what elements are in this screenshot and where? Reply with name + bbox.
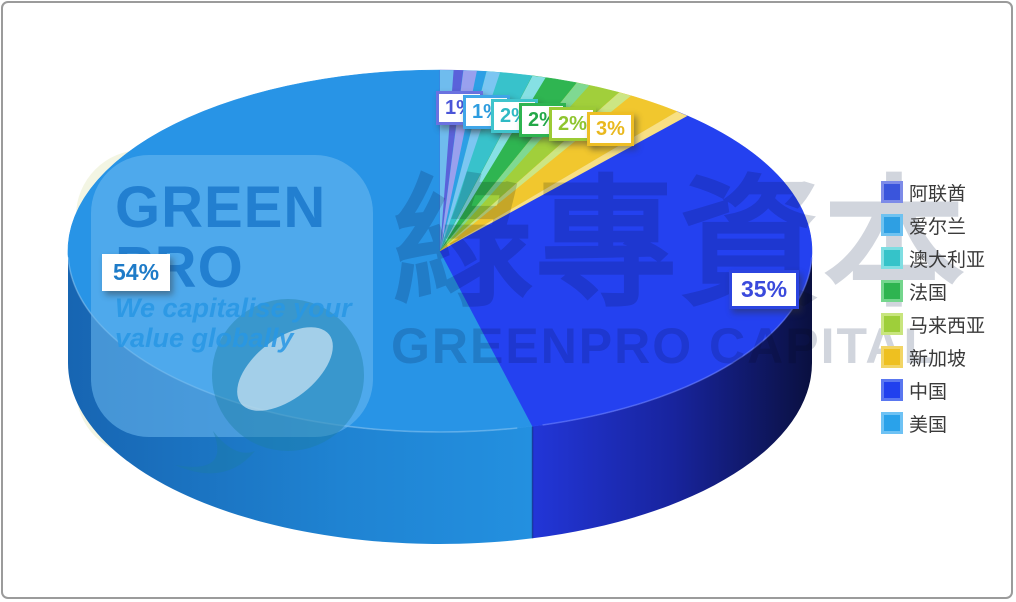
legend-label: 阿联酋 [909, 183, 967, 205]
pie-slice-side [68, 251, 533, 544]
legend-item: 中国 [881, 379, 985, 403]
legend-swatch-icon [881, 214, 903, 236]
legend: 阿联酋爱尔兰澳大利亚法国马来西亚新加坡中国美国 [881, 181, 985, 445]
legend-swatch-icon [881, 313, 903, 335]
legend-swatch-icon [881, 412, 903, 434]
legend-item: 阿联酋 [881, 181, 985, 205]
legend-item: 美国 [881, 412, 985, 436]
pie-rim-highlight [542, 257, 813, 426]
legend-item: 爱尔兰 [881, 214, 985, 238]
legend-item: 马来西亚 [881, 313, 986, 337]
legend-swatch-icon [881, 346, 903, 368]
pie-slice-bevel [440, 111, 688, 251]
legend-swatch-icon [881, 247, 903, 269]
legend-label: 美国 [909, 414, 948, 436]
legend-item: 新加坡 [881, 346, 985, 370]
pie-chart [67, 69, 813, 544]
legend-item: 法国 [881, 280, 985, 304]
legend-label: 马来西亚 [909, 315, 986, 337]
pie-slice-side [532, 251, 812, 539]
legend-item: 澳大利亚 [881, 247, 986, 271]
legend-swatch-icon [881, 379, 903, 401]
legend-swatch-icon [881, 280, 903, 302]
legend-swatch-icon [881, 181, 903, 203]
legend-label: 中国 [909, 381, 948, 403]
legend-label: 法国 [909, 282, 948, 304]
legend-label: 新加坡 [909, 348, 967, 370]
legend-label: 澳大利亚 [909, 249, 986, 271]
legend-label: 爱尔兰 [909, 216, 967, 238]
